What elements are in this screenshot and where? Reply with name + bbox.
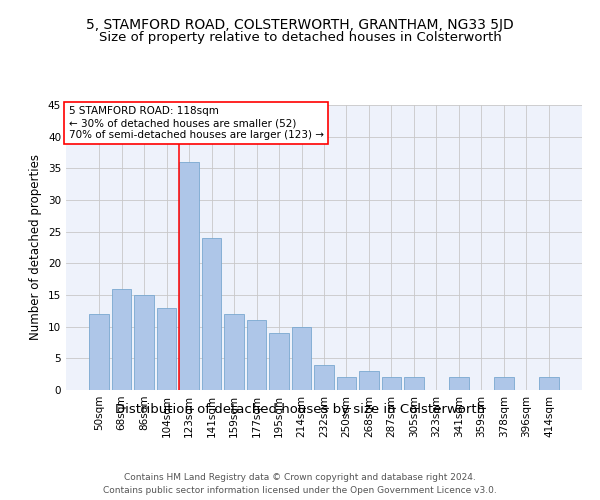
Bar — [494, 378, 514, 390]
Text: Contains public sector information licensed under the Open Government Licence v3: Contains public sector information licen… — [103, 486, 497, 495]
Text: Contains HM Land Registry data © Crown copyright and database right 2024.: Contains HM Land Registry data © Crown c… — [124, 472, 476, 482]
Bar — [269, 333, 289, 390]
Bar — [134, 295, 154, 390]
Text: 5, STAMFORD ROAD, COLSTERWORTH, GRANTHAM, NG33 5JD: 5, STAMFORD ROAD, COLSTERWORTH, GRANTHAM… — [86, 18, 514, 32]
Bar — [359, 371, 379, 390]
Bar — [157, 308, 176, 390]
Bar — [89, 314, 109, 390]
Bar — [337, 378, 356, 390]
Text: 5 STAMFORD ROAD: 118sqm
← 30% of detached houses are smaller (52)
70% of semi-de: 5 STAMFORD ROAD: 118sqm ← 30% of detache… — [68, 106, 323, 140]
Bar — [292, 326, 311, 390]
Bar — [202, 238, 221, 390]
Bar — [539, 378, 559, 390]
Y-axis label: Number of detached properties: Number of detached properties — [29, 154, 43, 340]
Bar — [449, 378, 469, 390]
Bar — [247, 320, 266, 390]
Bar — [314, 364, 334, 390]
Bar — [112, 288, 131, 390]
Text: Distribution of detached houses by size in Colsterworth: Distribution of detached houses by size … — [115, 402, 485, 415]
Bar — [224, 314, 244, 390]
Text: Size of property relative to detached houses in Colsterworth: Size of property relative to detached ho… — [98, 31, 502, 44]
Bar — [382, 378, 401, 390]
Bar — [404, 378, 424, 390]
Bar — [179, 162, 199, 390]
